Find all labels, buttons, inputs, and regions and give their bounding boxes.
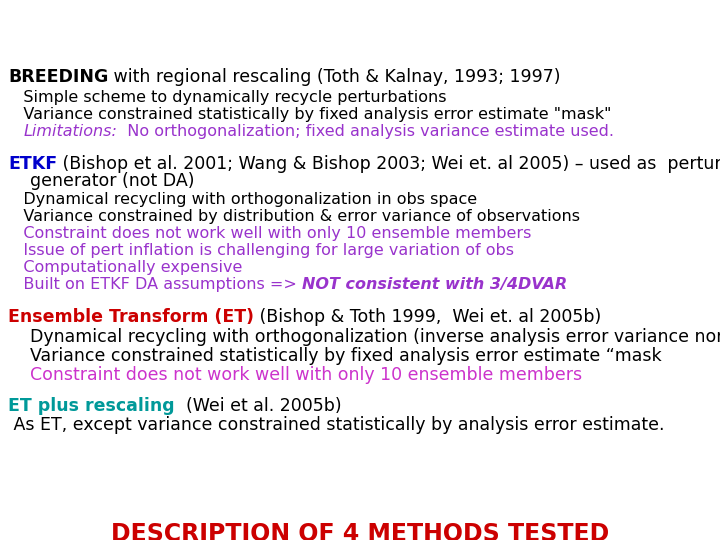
Text: DESCRIPTION OF 4 METHODS TESTED: DESCRIPTION OF 4 METHODS TESTED	[111, 522, 609, 540]
Text: ET plus rescaling: ET plus rescaling	[8, 397, 175, 415]
Text: Constraint does not work well with only 10 ensemble members: Constraint does not work well with only …	[8, 366, 582, 384]
Text: Variance constrained by distribution & error variance of observations: Variance constrained by distribution & e…	[8, 209, 580, 224]
Text: No orthogonalization; fixed analysis variance estimate used.: No orthogonalization; fixed analysis var…	[117, 124, 614, 139]
Text: Dynamical recycling with orthogonalization (inverse analysis error variance norm: Dynamical recycling with orthogonalizati…	[8, 328, 720, 346]
Text: generator (not DA): generator (not DA)	[8, 172, 194, 190]
Text: Built on ETKF DA assumptions =>: Built on ETKF DA assumptions =>	[8, 277, 302, 292]
Text: Constraint does not work well with only 10 ensemble members: Constraint does not work well with only …	[8, 226, 531, 241]
Text: Variance constrained statistically by fixed analysis error estimate “mask: Variance constrained statistically by fi…	[8, 347, 662, 365]
Text: Limitations:: Limitations:	[23, 124, 117, 139]
Text: NOT consistent with 3/4DVAR: NOT consistent with 3/4DVAR	[302, 277, 567, 292]
Text: As ET, except variance constrained statistically by analysis error estimate.: As ET, except variance constrained stati…	[8, 416, 665, 434]
Text: Issue of pert inflation is challenging for large variation of obs: Issue of pert inflation is challenging f…	[8, 243, 514, 258]
Text: (Bishop & Toth 1999,  Wei et. al 2005b): (Bishop & Toth 1999, Wei et. al 2005b)	[254, 308, 601, 326]
Text: Computationally expensive: Computationally expensive	[8, 260, 243, 275]
Text: (Wei et al. 2005b): (Wei et al. 2005b)	[175, 397, 341, 415]
Text: (Bishop et al. 2001; Wang & Bishop 2003; Wei et. al 2005) – used as  perturbatio: (Bishop et al. 2001; Wang & Bishop 2003;…	[57, 155, 720, 173]
Text: ETKF: ETKF	[8, 155, 57, 173]
Text: BREEDING: BREEDING	[8, 68, 109, 86]
Text: with regional rescaling (Toth & Kalnay, 1993; 1997): with regional rescaling (Toth & Kalnay, …	[109, 68, 561, 86]
Text: Ensemble Transform (ET): Ensemble Transform (ET)	[8, 308, 254, 326]
Text: Dynamical recycling with orthogonalization in obs space: Dynamical recycling with orthogonalizati…	[8, 192, 477, 207]
Text: Variance constrained statistically by fixed analysis error estimate "mask": Variance constrained statistically by fi…	[8, 107, 611, 122]
Text: Simple scheme to dynamically recycle perturbations: Simple scheme to dynamically recycle per…	[8, 90, 446, 105]
